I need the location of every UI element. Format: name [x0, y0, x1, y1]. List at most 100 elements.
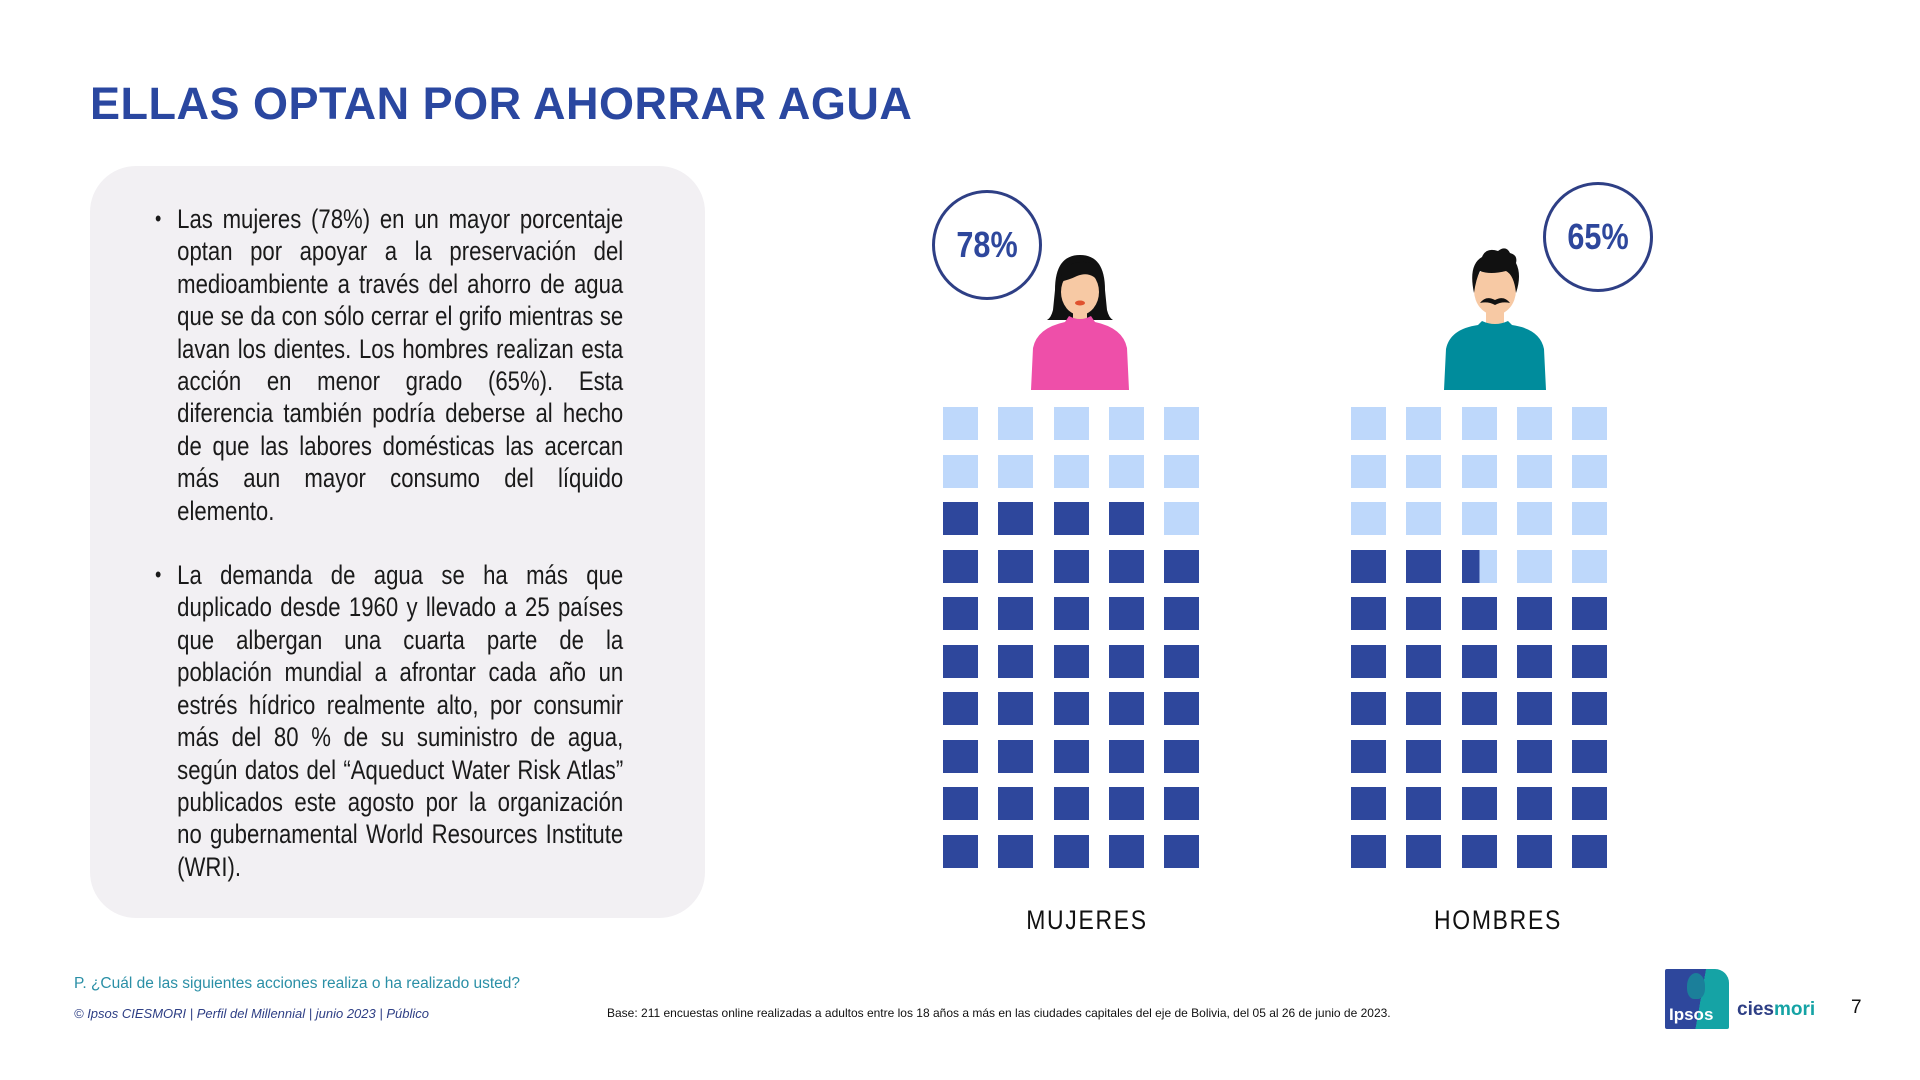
waffle-cell [1517, 549, 1552, 583]
waffle-cell [998, 549, 1033, 583]
waffle-cell [1517, 787, 1552, 820]
waffle-cell [943, 549, 978, 583]
women-waffle-grid [943, 407, 1199, 868]
bullet-item: • La demanda de agua se ha más que dupli… [155, 559, 623, 883]
waffle-cell [1054, 644, 1089, 678]
waffle-cell [943, 407, 978, 440]
waffle-cell [1517, 597, 1552, 630]
waffle-cell [998, 407, 1033, 440]
waffle-cell [1054, 787, 1089, 820]
waffle-cell [1351, 597, 1386, 630]
waffle-cell [1462, 454, 1497, 488]
waffle-cell [1054, 407, 1089, 440]
waffle-cell [1517, 502, 1552, 535]
waffle-cell [943, 502, 978, 535]
man-avatar-icon [1444, 248, 1546, 390]
ciesmori-logo-cies: cies [1737, 999, 1774, 1020]
women-label: MUJERES [1026, 905, 1148, 935]
waffle-cell [1462, 502, 1497, 535]
men-percent-badge: 65% [1543, 182, 1653, 292]
waffle-cell [1054, 597, 1089, 630]
base-note: Base: 211 encuestas online realizadas a … [607, 1006, 1391, 1020]
men-percent-value: 65% [1567, 216, 1629, 257]
waffle-cell [1406, 597, 1441, 630]
waffle-cell [1351, 834, 1386, 868]
waffle-cell [1054, 692, 1089, 725]
waffle-cell [943, 787, 978, 820]
waffle-cell [1572, 454, 1607, 488]
waffle-cell [1406, 549, 1441, 583]
ciesmori-logo-mori: mori [1773, 999, 1816, 1020]
waffle-cell [1351, 787, 1386, 820]
waffle-cell [1406, 692, 1441, 725]
bullet-icon: • [155, 562, 162, 588]
waffle-cell-partial [1462, 549, 1497, 583]
waffle-cell [1109, 407, 1144, 440]
waffle-cell [1164, 454, 1199, 488]
waffle-cell [1572, 834, 1607, 868]
waffle-cell [1406, 644, 1441, 678]
waffle-cell [1351, 502, 1386, 535]
waffle-cell [998, 454, 1033, 488]
women-percent-badge: 78% [932, 190, 1042, 300]
logo-head-icon [1687, 973, 1705, 999]
waffle-cell [1351, 454, 1386, 488]
waffle-cell [1351, 644, 1386, 678]
waffle-cell [1406, 787, 1441, 820]
ipsos-logo: Ipsos [1665, 969, 1729, 1029]
waffle-cell [943, 644, 978, 678]
waffle-cell [1109, 644, 1144, 678]
waffle-cell [1517, 692, 1552, 725]
men-waffle-grid [1351, 407, 1607, 868]
waffle-cell [998, 787, 1033, 820]
page-number: 7 [1851, 997, 1862, 1018]
waffle-cell [1406, 407, 1441, 440]
ciesmori-logo: ciesmori [1737, 999, 1815, 1021]
page-title: ELLAS OPTAN POR AHORRAR AGUA [90, 78, 913, 129]
waffle-cell [998, 692, 1033, 725]
waffle-cell [1164, 787, 1199, 820]
waffle-cell [1572, 692, 1607, 725]
waffle-cell [1164, 407, 1199, 440]
bullet-text: La demanda de agua se ha más que duplica… [177, 560, 624, 882]
survey-question: P. ¿Cuál de las siguientes acciones real… [74, 975, 521, 992]
waffle-cell [1109, 454, 1144, 488]
waffle-cell [1351, 549, 1386, 583]
waffle-cell [1406, 502, 1441, 535]
waffle-cell [1462, 407, 1497, 440]
waffle-cell [943, 597, 978, 630]
waffle-cell [1351, 739, 1386, 773]
waffle-cell [1109, 834, 1144, 868]
waffle-cell [1462, 787, 1497, 820]
bullet-item: • Las mujeres (78%) en un mayor porcenta… [155, 203, 623, 527]
waffle-cell [1572, 597, 1607, 630]
waffle-cell [1054, 739, 1089, 773]
waffle-cell [1164, 692, 1199, 725]
waffle-cell [1164, 597, 1199, 630]
text-panel [90, 166, 705, 918]
waffle-cell [1517, 739, 1552, 773]
waffle-cell [1054, 834, 1089, 868]
waffle-cell [1164, 644, 1199, 678]
waffle-cell [1406, 454, 1441, 488]
ipsos-logo-text: Ipsos [1669, 1005, 1714, 1024]
waffle-cell [1351, 407, 1386, 440]
waffle-cell [1517, 834, 1552, 868]
waffle-cell [998, 834, 1033, 868]
waffle-cell [1054, 549, 1089, 583]
waffle-cell [943, 739, 978, 773]
bullet-text: Las mujeres (78%) en un mayor porcentaje… [177, 204, 624, 526]
waffle-cell [1517, 454, 1552, 488]
waffle-cell [1462, 692, 1497, 725]
waffle-cell [943, 834, 978, 868]
waffle-cell [943, 454, 978, 488]
waffle-cell [998, 597, 1033, 630]
waffle-cell [1462, 644, 1497, 678]
men-label: HOMBRES [1434, 905, 1562, 935]
waffle-cell [1164, 834, 1199, 868]
waffle-cell [1406, 834, 1441, 868]
woman-avatar-icon [1031, 255, 1129, 390]
waffle-cell [1109, 502, 1144, 535]
waffle-cell [998, 644, 1033, 678]
waffle-cell [1572, 739, 1607, 773]
